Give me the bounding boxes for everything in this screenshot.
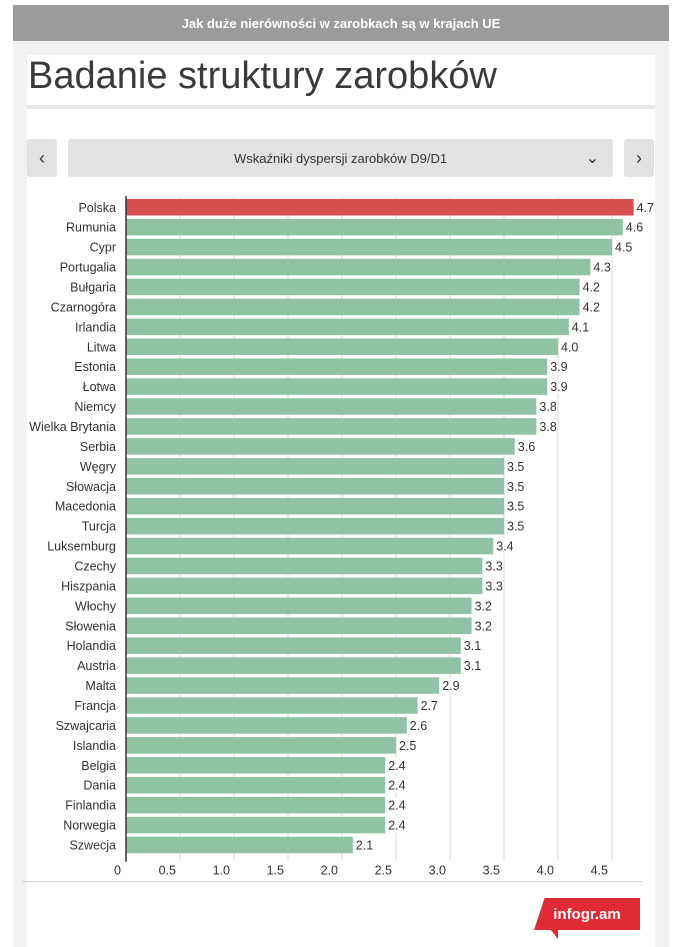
chevron-right-icon: ›	[636, 147, 642, 168]
logo-tail	[550, 929, 558, 939]
chevron-down-icon: ⌄	[585, 150, 599, 167]
header-text: Jak duże nierówności w zarobkach są w kr…	[181, 15, 501, 31]
dataset-select-label: Wskaźniki dyspersji zarobków D9/D1	[233, 150, 448, 166]
chart-panel: Badanie struktury zarobków ‹ Wskaźniki d…	[27, 55, 655, 947]
prev-button[interactable]: ‹	[27, 139, 57, 177]
chevron-left-icon: ‹	[39, 147, 45, 168]
dataset-select[interactable]: Wskaźniki dyspersji zarobków D9/D1 ⌄	[68, 139, 613, 177]
chart-container: Jak duże nierówności w zarobkach są w kr…	[13, 5, 669, 947]
title-divider	[27, 105, 655, 109]
footer-divider	[22, 881, 642, 882]
infogram-logo-label: infogr.am	[553, 905, 621, 923]
next-button[interactable]: ›	[624, 139, 654, 177]
header-bar: Jak duże nierówności w zarobkach są w kr…	[13, 5, 669, 41]
page-title: Badanie struktury zarobków	[28, 55, 497, 97]
infogram-logo[interactable]: infogr.am	[534, 898, 640, 930]
